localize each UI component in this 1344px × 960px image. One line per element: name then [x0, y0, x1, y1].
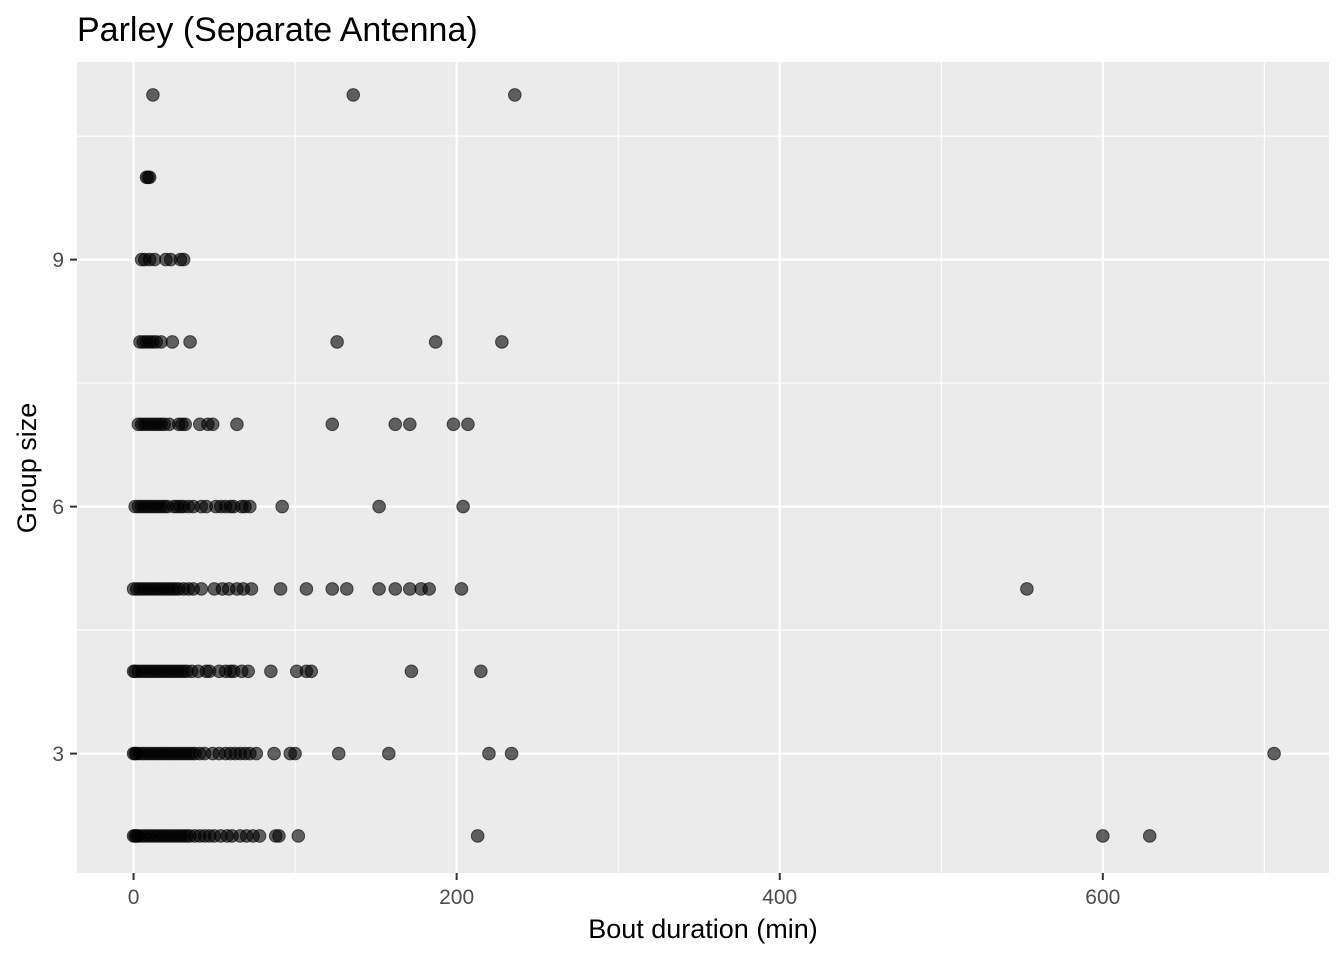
- data-point-0-2: [508, 88, 522, 102]
- data-point-0-1: [346, 88, 361, 102]
- data-point-0-222: [291, 829, 306, 843]
- data-point-0-146: [404, 664, 419, 679]
- data-point-0-186: [504, 746, 519, 761]
- data-point-0-187: [1267, 746, 1281, 761]
- data-point-0-107: [372, 582, 386, 596]
- data-point-0-0: [146, 88, 160, 102]
- data-point-0-13: [176, 252, 191, 267]
- data-point-0-44: [388, 417, 403, 432]
- y-tick-label-0: 3: [52, 743, 64, 766]
- data-point-0-96: [194, 582, 209, 596]
- data-point-0-21: [165, 335, 180, 349]
- data-point-0-22: [183, 335, 197, 349]
- data-point-0-75: [275, 499, 289, 514]
- data-point-0-20: [154, 335, 168, 349]
- data-point-0-109: [402, 582, 417, 596]
- data-point-0-219: [252, 829, 267, 843]
- plot-panel: [77, 62, 1329, 873]
- data-point-0-24: [428, 335, 443, 349]
- data-point-0-77: [456, 499, 470, 514]
- data-point-0-9: [147, 252, 162, 267]
- data-point-0-142: [264, 664, 278, 679]
- data-point-0-41: [205, 417, 220, 432]
- data-point-0-38: [178, 417, 193, 432]
- data-point-0-223: [470, 829, 485, 843]
- x-tick-label-0: 0: [128, 886, 140, 909]
- data-point-0-183: [331, 746, 346, 761]
- data-point-0-184: [381, 746, 396, 761]
- data-point-0-102: [244, 582, 259, 596]
- data-point-0-224: [1096, 829, 1110, 843]
- y-tick-label-1: 6: [52, 496, 64, 519]
- y-axis-title: Group size: [12, 403, 42, 534]
- chart-title: Parley (Separate Antenna): [77, 11, 478, 49]
- data-point-0-147: [474, 664, 488, 679]
- x-axis-title: Bout duration (min): [588, 914, 818, 944]
- data-point-0-108: [388, 582, 403, 596]
- data-points: [126, 88, 1281, 843]
- data-point-0-76: [372, 499, 386, 514]
- data-point-0-106: [339, 582, 354, 596]
- data-point-0-225: [1142, 829, 1157, 843]
- data-point-0-43: [325, 417, 340, 432]
- data-point-0-103: [273, 582, 288, 596]
- x-tick-label-1: 200: [439, 886, 474, 909]
- data-point-0-5: [142, 170, 157, 185]
- data-point-0-180: [267, 746, 281, 761]
- data-point-0-45: [402, 417, 417, 432]
- data-point-0-74: [243, 499, 257, 514]
- minor-gridlines: [77, 62, 1329, 873]
- data-point-0-113: [1020, 582, 1034, 596]
- data-point-0-141: [241, 664, 256, 679]
- data-point-0-221: [272, 829, 286, 843]
- x-axis: 0 200 400 600: [128, 873, 1120, 909]
- data-point-0-23: [330, 335, 344, 349]
- y-axis: 3 6 9: [52, 249, 77, 766]
- x-tick-label-3: 600: [1085, 886, 1120, 909]
- data-point-0-105: [325, 582, 340, 596]
- y-tick-label-2: 9: [52, 249, 64, 272]
- data-point-0-111: [422, 582, 436, 596]
- data-point-0-185: [482, 746, 496, 761]
- data-point-0-104: [299, 582, 314, 596]
- data-point-0-25: [495, 335, 509, 349]
- data-point-0-145: [304, 664, 319, 679]
- data-point-0-42: [230, 417, 244, 432]
- x-tick-label-2: 400: [762, 886, 797, 909]
- data-point-0-47: [461, 417, 475, 432]
- data-point-0-46: [446, 417, 461, 432]
- data-point-0-182: [288, 746, 302, 761]
- data-point-0-112: [454, 582, 469, 596]
- data-point-0-179: [249, 746, 264, 761]
